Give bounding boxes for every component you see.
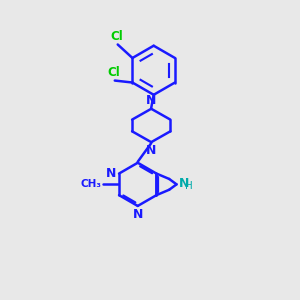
Text: CH₃: CH₃ xyxy=(80,179,101,189)
Text: N: N xyxy=(106,167,116,180)
Text: N: N xyxy=(179,177,189,190)
Text: N: N xyxy=(133,208,143,221)
Text: Cl: Cl xyxy=(110,29,123,43)
Text: N: N xyxy=(146,144,156,157)
Text: Cl: Cl xyxy=(107,66,120,79)
Text: H: H xyxy=(184,181,192,190)
Text: N: N xyxy=(146,94,156,107)
